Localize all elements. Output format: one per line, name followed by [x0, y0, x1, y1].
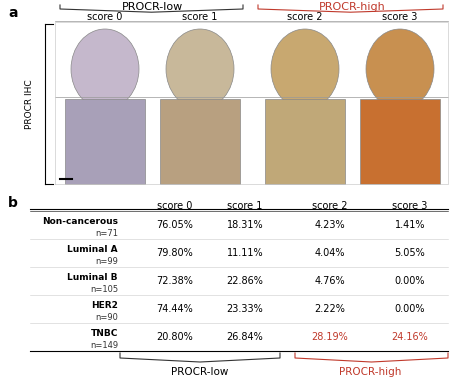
Bar — [265, 99, 345, 184]
Text: 4.76%: 4.76% — [315, 276, 346, 286]
Text: a: a — [8, 6, 18, 20]
Text: 20.80%: 20.80% — [156, 332, 193, 342]
Text: 0.00%: 0.00% — [395, 276, 425, 286]
Text: 22.86%: 22.86% — [227, 276, 264, 286]
Text: 24.16%: 24.16% — [392, 332, 428, 342]
Ellipse shape — [271, 29, 339, 109]
Text: 5.05%: 5.05% — [395, 248, 425, 258]
Text: 0.00%: 0.00% — [395, 304, 425, 314]
Text: 23.33%: 23.33% — [227, 304, 264, 314]
Text: Luminal A: Luminal A — [67, 245, 118, 253]
Text: PROCR-high: PROCR-high — [339, 367, 401, 377]
Text: n=99: n=99 — [95, 257, 118, 265]
Text: n=105: n=105 — [90, 285, 118, 293]
Text: score 0: score 0 — [157, 201, 193, 211]
Ellipse shape — [166, 29, 234, 109]
Text: PROCR-high: PROCR-high — [319, 2, 386, 12]
Text: n=90: n=90 — [95, 313, 118, 321]
Text: 18.31%: 18.31% — [227, 220, 264, 230]
Text: 4.04%: 4.04% — [315, 248, 345, 258]
Text: TNBC: TNBC — [91, 328, 118, 338]
Ellipse shape — [366, 29, 434, 109]
Text: 11.11%: 11.11% — [227, 248, 264, 258]
Text: 79.80%: 79.80% — [156, 248, 193, 258]
Text: PROCR-low: PROCR-low — [171, 367, 228, 377]
Text: 28.19%: 28.19% — [311, 332, 348, 342]
Text: score 1: score 1 — [228, 201, 263, 211]
Text: b: b — [8, 196, 18, 210]
Text: 76.05%: 76.05% — [156, 220, 193, 230]
Text: score 0: score 0 — [87, 12, 123, 22]
Ellipse shape — [71, 29, 139, 109]
Text: PROCR-low: PROCR-low — [122, 2, 183, 12]
Text: score 3: score 3 — [383, 12, 418, 22]
Text: 72.38%: 72.38% — [156, 276, 193, 286]
Bar — [360, 99, 440, 184]
Text: score 1: score 1 — [182, 12, 218, 22]
Text: 2.22%: 2.22% — [315, 304, 346, 314]
Text: Luminal B: Luminal B — [67, 273, 118, 281]
Bar — [160, 99, 240, 184]
Text: HER2: HER2 — [91, 301, 118, 310]
Text: n=71: n=71 — [95, 228, 118, 237]
Text: n=149: n=149 — [90, 341, 118, 349]
Text: score 2: score 2 — [312, 201, 348, 211]
Text: 26.84%: 26.84% — [227, 332, 264, 342]
Text: Non-cancerous: Non-cancerous — [42, 217, 118, 225]
Text: score 2: score 2 — [287, 12, 323, 22]
Text: 74.44%: 74.44% — [156, 304, 193, 314]
Bar — [65, 99, 145, 184]
Text: score 3: score 3 — [392, 201, 428, 211]
Text: PROCR IHC: PROCR IHC — [26, 79, 35, 129]
Text: 1.41%: 1.41% — [395, 220, 425, 230]
Text: 4.23%: 4.23% — [315, 220, 346, 230]
